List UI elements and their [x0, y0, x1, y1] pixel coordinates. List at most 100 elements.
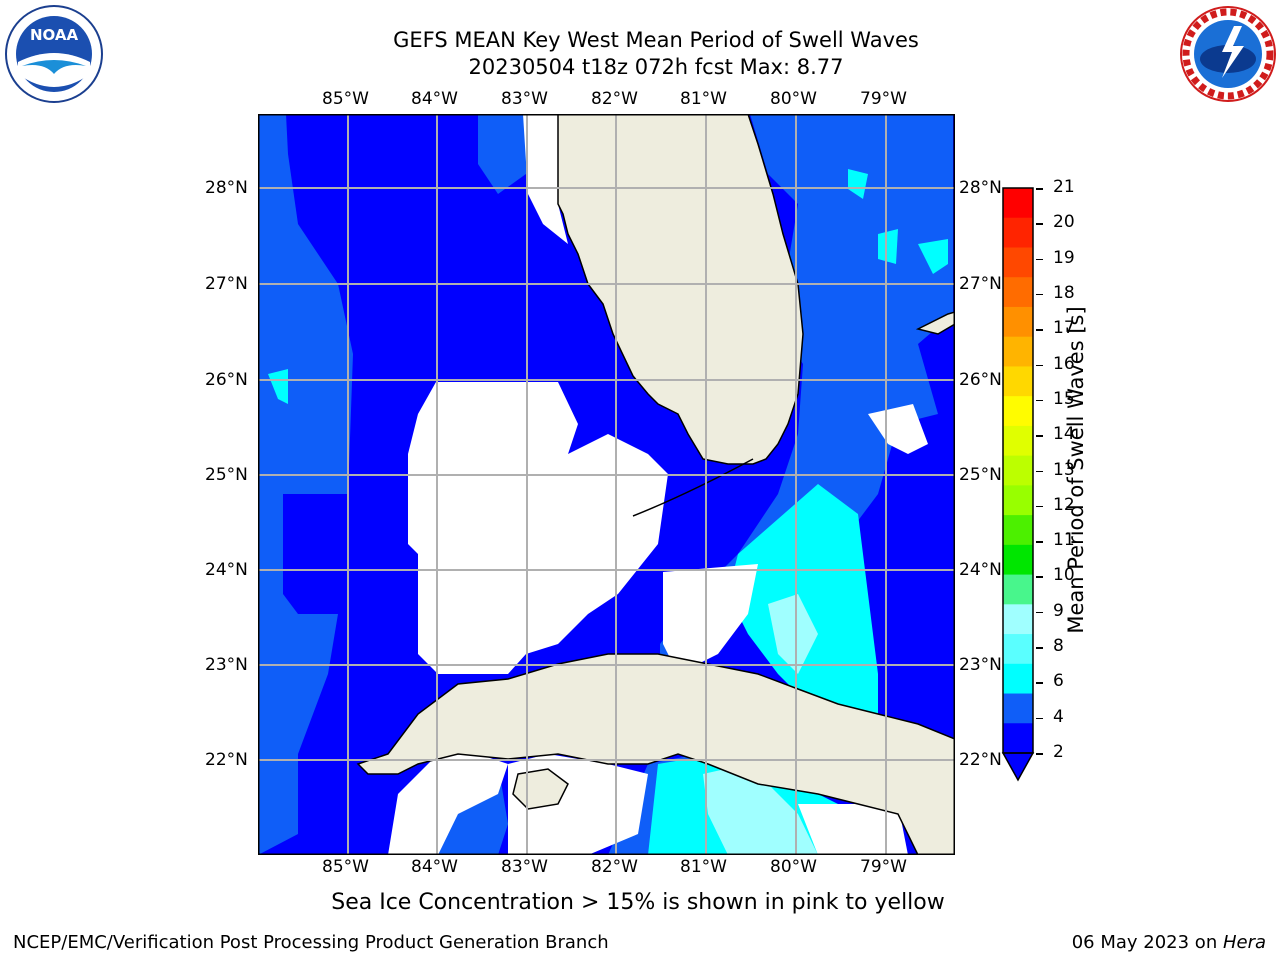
lon-label-bottom: 83°W	[501, 857, 548, 877]
colorbar-tick-label: 16	[1053, 353, 1075, 374]
colorbar-tick-label: 21	[1053, 177, 1075, 197]
colorbar-cell	[1003, 247, 1033, 278]
map-subtitle: 20230504 t18z 072h fcst Max: 8.77	[468, 55, 844, 79]
lon-label-bottom: 81°W	[680, 857, 727, 877]
lon-label-bottom: 80°W	[770, 857, 817, 877]
colorbar-cell	[1003, 574, 1033, 605]
colorbar-cell	[1003, 634, 1033, 665]
map-frame	[258, 114, 955, 855]
map-panel	[258, 114, 955, 855]
colorbar-tick-label: 10	[1053, 565, 1075, 586]
colorbar-tick-label: 12	[1053, 494, 1075, 515]
colorbar-cell	[1003, 306, 1033, 338]
colorbar-tick-label: 15	[1053, 388, 1075, 409]
colorbar-cell	[1003, 396, 1033, 427]
lat-label-right: 23°N	[959, 655, 1002, 675]
colorbar-tick-mark	[1036, 753, 1043, 755]
colorbar-tick-label: 4	[1053, 706, 1064, 727]
colorbar-tick-label: 19	[1053, 247, 1075, 268]
lat-label-right: 22°N	[959, 750, 1002, 770]
colorbar-tick-mark	[1036, 541, 1043, 543]
colorbar-cell	[1003, 604, 1033, 635]
florida-keys	[632, 458, 754, 517]
colorbar-tick-mark	[1036, 611, 1043, 614]
colorbar-tick-mark	[1036, 505, 1043, 508]
colorbar-label: Mean Period of Swell Waves [s]	[1064, 306, 1088, 634]
colorbar-tick-label: 6	[1053, 671, 1064, 692]
colorbar-cell	[1003, 485, 1033, 516]
sea-ice-note: Sea Ice Concentration > 15% is shown in …	[331, 890, 945, 915]
colorbar-tick-label: 17	[1053, 318, 1075, 339]
colorbar-tick-label: 18	[1053, 282, 1075, 303]
lat-label-left: 24°N	[205, 560, 248, 580]
swell-pale-region	[703, 594, 818, 855]
colorbar-tick-label: 8	[1053, 636, 1064, 657]
lat-label-right: 27°N	[959, 274, 1002, 294]
colorbar-tick-mark	[1036, 223, 1043, 225]
footer-date: 06 May 2023 on Hera	[1072, 932, 1266, 953]
lon-label-bottom: 79°W	[860, 857, 907, 877]
noaa-logo-text: NOAA	[30, 26, 79, 44]
colorbar-tick-mark	[1036, 258, 1043, 261]
lon-label-top: 81°W	[680, 89, 727, 109]
colorbar-tick-mark	[1036, 329, 1043, 331]
colorbar-tick-mark	[1036, 435, 1043, 437]
colorbar	[1001, 187, 1035, 782]
lat-label-left: 28°N	[205, 178, 248, 198]
map-graticule	[258, 114, 955, 855]
lat-label-left: 22°N	[205, 750, 248, 770]
colorbar-tick-mark	[1036, 293, 1043, 296]
colorbar-cell	[1003, 336, 1033, 367]
colorbar-frame	[1002, 187, 1034, 754]
colorbar-cell	[1003, 277, 1033, 308]
colorbar-cell	[1003, 366, 1033, 397]
lon-label-top: 82°W	[591, 89, 638, 109]
colorbar-tick-mark	[1036, 717, 1043, 720]
colorbar-cell	[1003, 188, 1033, 219]
colorbar-tick-label: 11	[1053, 530, 1075, 551]
colorbar-cell	[1003, 425, 1033, 457]
colorbar-cell	[1003, 515, 1033, 546]
colorbar-extend-arrow	[1001, 752, 1035, 782]
lon-label-bottom: 85°W	[322, 857, 369, 877]
colorbar-tick-mark	[1036, 364, 1043, 367]
lat-label-right: 26°N	[959, 370, 1002, 390]
colorbar-cell	[1003, 544, 1033, 576]
lat-label-right: 28°N	[959, 178, 1002, 198]
colorbar-tick-label: 20	[1053, 212, 1075, 233]
colorbar-tick-mark	[1036, 399, 1043, 402]
lat-label-left: 23°N	[205, 655, 248, 675]
lat-label-left: 26°N	[205, 370, 248, 390]
colorbar-cell	[1003, 663, 1033, 695]
lon-label-top: 79°W	[860, 89, 907, 109]
lon-label-bottom: 84°W	[411, 857, 458, 877]
map-title: GEFS MEAN Key West Mean Period of Swell …	[393, 28, 919, 52]
lat-label-left: 27°N	[205, 274, 248, 294]
colorbar-cell	[1003, 693, 1033, 724]
lon-label-top: 83°W	[501, 89, 548, 109]
colorbar-tick-label: 13	[1053, 459, 1075, 480]
land-masses	[356, 114, 955, 855]
lon-label-top: 80°W	[770, 89, 817, 109]
colorbar-tick-label: 14	[1053, 424, 1075, 445]
lon-label-top: 85°W	[322, 89, 369, 109]
colorbar-tick-label: 9	[1053, 600, 1064, 621]
colorbar-cell	[1003, 217, 1033, 248]
colorbar-tick-mark	[1036, 188, 1043, 190]
colorbar-cell	[1003, 455, 1033, 486]
colorbar-tick-mark	[1036, 576, 1043, 578]
nws-logo-icon	[1180, 6, 1276, 102]
lon-label-bottom: 82°W	[591, 857, 638, 877]
colorbar-tick-label: 2	[1053, 742, 1064, 762]
noaa-logo-icon: NOAA	[5, 5, 103, 103]
footer-date-text: 06 May 2023 on	[1071, 932, 1223, 953]
colorbar-tick-mark	[1036, 682, 1043, 684]
lat-label-right: 25°N	[959, 465, 1002, 485]
footer-credit: NCEP/EMC/Verification Post Processing Pr…	[13, 932, 609, 953]
lon-label-top: 84°W	[411, 89, 458, 109]
colorbar-cell	[1003, 723, 1033, 754]
colorbar-tick-mark	[1036, 470, 1043, 472]
lat-label-left: 25°N	[205, 465, 248, 485]
lat-label-right: 24°N	[959, 560, 1002, 580]
colorbar-tick-mark	[1036, 647, 1043, 649]
